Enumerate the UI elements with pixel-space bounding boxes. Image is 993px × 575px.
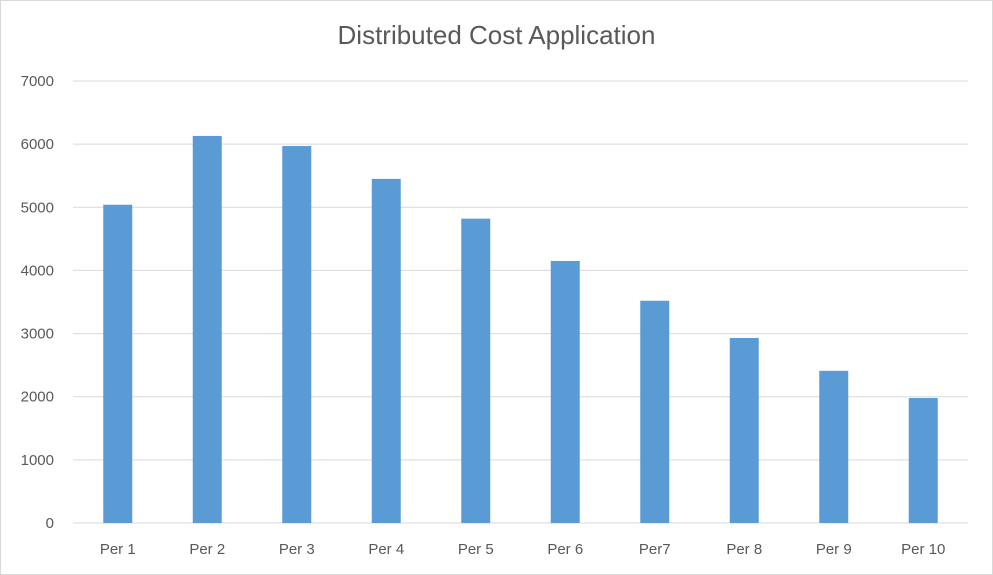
bar bbox=[908, 397, 938, 523]
x-axis-ticks: Per 1 Per 2 Per 3 Per 4 Per 5 Per 6 Per7 Per 8 P… bbox=[100, 541, 946, 558]
y-tick-label: 0 bbox=[46, 515, 54, 532]
bar bbox=[371, 178, 401, 523]
y-tick-label: 7000 bbox=[21, 73, 54, 90]
y-tick-label: 1000 bbox=[21, 452, 54, 469]
x-tick-label: Per 1 bbox=[100, 541, 136, 558]
bar bbox=[640, 300, 670, 523]
y-tick-label: 6000 bbox=[21, 136, 54, 153]
x-tick-label: Per 3 bbox=[279, 541, 315, 558]
x-tick-label: Per 9 bbox=[816, 541, 852, 558]
bar bbox=[729, 337, 759, 523]
y-axis-ticks: 0 1000 2000 3000 4000 5000 6000 7000 bbox=[21, 73, 54, 532]
x-tick-label: Per 5 bbox=[458, 541, 494, 558]
y-tick-label: 4000 bbox=[21, 262, 54, 279]
y-tick-label: 5000 bbox=[21, 199, 54, 216]
x-tick-label: Per7 bbox=[639, 541, 671, 558]
x-tick-label: Per 4 bbox=[368, 541, 404, 558]
x-tick-label: Per 2 bbox=[189, 541, 225, 558]
x-tick-label: Per 10 bbox=[901, 541, 945, 558]
y-tick-label: 2000 bbox=[21, 389, 54, 406]
bar bbox=[192, 135, 222, 524]
bar bbox=[550, 260, 580, 523]
bar bbox=[461, 218, 491, 523]
bar bbox=[282, 146, 312, 523]
gridlines bbox=[73, 80, 968, 524]
bar bbox=[819, 370, 849, 523]
x-tick-label: Per 6 bbox=[547, 541, 583, 558]
chart-title: Distributed Cost Application bbox=[337, 20, 656, 50]
bars bbox=[103, 135, 938, 524]
y-tick-label: 3000 bbox=[21, 326, 54, 343]
x-tick-label: Per 8 bbox=[726, 541, 762, 558]
bar bbox=[103, 204, 133, 523]
